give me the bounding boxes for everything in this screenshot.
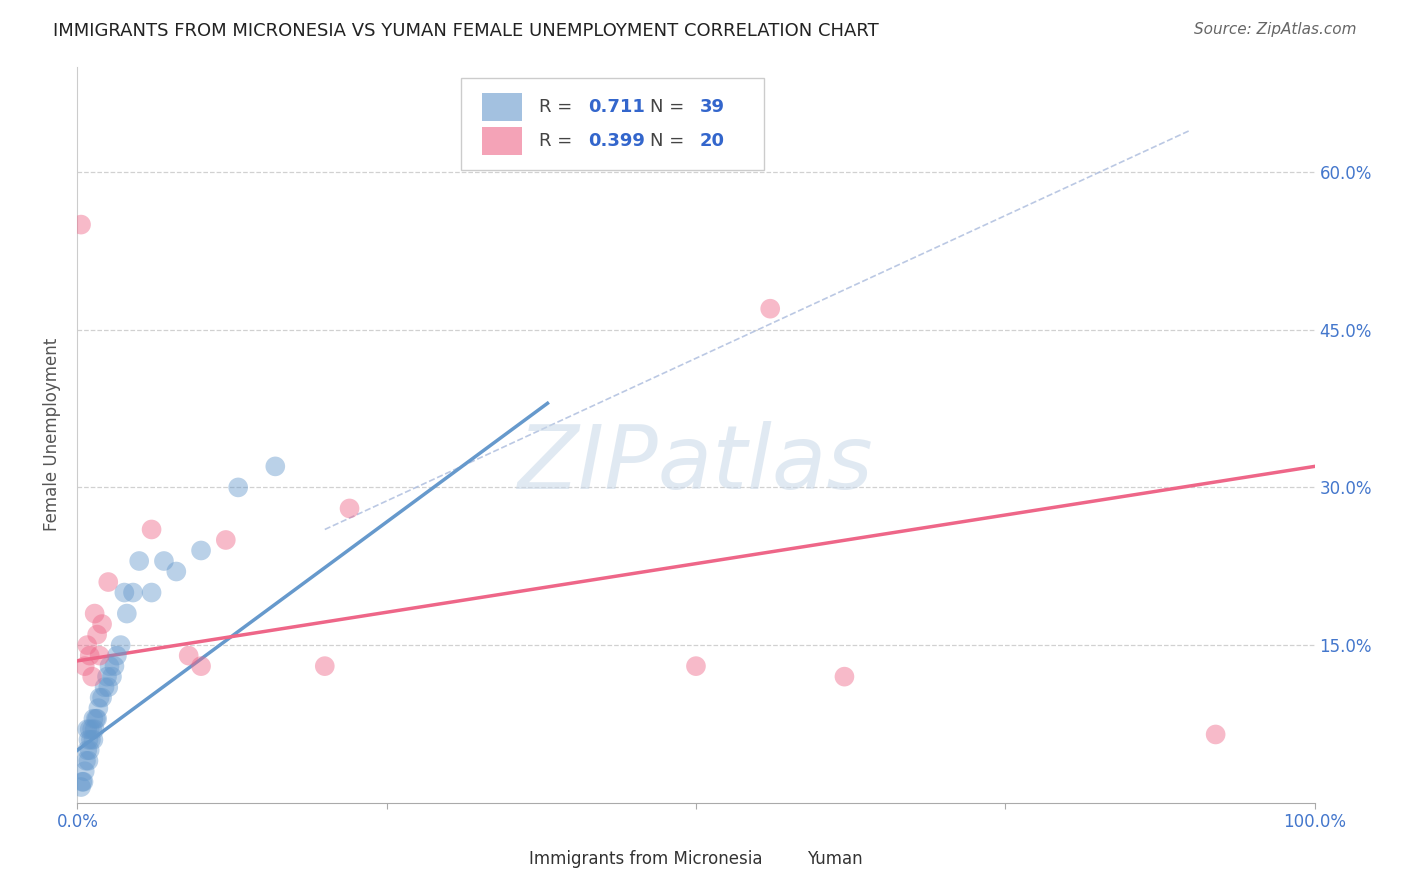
Point (141, 585, 163, 599)
Point (76, 723, 98, 737)
Bar (485, 848, 516, 869)
FancyBboxPatch shape (461, 78, 763, 170)
Point (128, 554, 150, 568)
Point (91, 617, 114, 632)
Point (82, 670, 104, 684)
Point (115, 607, 138, 621)
Point (91, 690, 114, 705)
Point (97, 574, 120, 589)
Point (96, 670, 118, 684)
Point (89, 690, 111, 705)
Point (264, 459, 287, 474)
Point (89, 648, 111, 663)
Point (72, 774, 94, 789)
Text: Immigrants from Micronesia: Immigrants from Micronesia (529, 850, 762, 868)
Point (76, 743, 98, 757)
Point (101, 670, 124, 684)
Point (77, 754, 100, 768)
Point (73, 764, 96, 779)
Point (70, 780, 93, 794)
Point (87, 701, 110, 715)
Point (165, 565, 187, 579)
Text: 0.399: 0.399 (588, 132, 645, 150)
Text: R =: R = (538, 132, 578, 150)
Point (685, 659, 707, 673)
Text: 39: 39 (700, 97, 724, 116)
Point (75, 754, 97, 768)
Point (84, 712, 107, 726)
Point (153, 554, 176, 568)
Point (86, 627, 108, 641)
Point (80, 732, 103, 747)
Point (122, 585, 145, 599)
Point (190, 659, 212, 673)
Text: IMMIGRANTS FROM MICRONESIA VS YUMAN FEMALE UNEMPLOYMENT CORRELATION CHART: IMMIGRANTS FROM MICRONESIA VS YUMAN FEMA… (53, 22, 879, 40)
Text: 20: 20 (700, 132, 724, 150)
Point (98, 659, 121, 673)
Point (73, 659, 96, 673)
Point (82, 723, 104, 737)
Point (226, 480, 249, 494)
Text: Yuman: Yuman (807, 850, 863, 868)
Point (77, 732, 100, 747)
Point (112, 585, 135, 599)
Point (105, 648, 128, 663)
Text: N =: N = (650, 97, 690, 116)
Y-axis label: Female Unemployment: Female Unemployment (44, 338, 62, 532)
Text: 0.711: 0.711 (588, 97, 645, 116)
Point (79, 723, 101, 737)
Text: N =: N = (650, 132, 690, 150)
Point (97, 680, 120, 694)
Point (110, 638, 132, 652)
Point (177, 648, 200, 663)
Point (215, 533, 238, 547)
Point (759, 301, 782, 316)
Point (82, 732, 104, 747)
Bar (763, 848, 794, 869)
Point (141, 523, 163, 537)
Point (834, 670, 856, 684)
Point (103, 659, 125, 673)
Point (314, 659, 336, 673)
Text: Source: ZipAtlas.com: Source: ZipAtlas.com (1194, 22, 1357, 37)
Point (79, 743, 101, 757)
Text: R =: R = (538, 97, 578, 116)
Point (79, 648, 101, 663)
Point (76, 638, 98, 652)
Point (82, 712, 104, 726)
Point (190, 543, 212, 558)
Bar (482, 93, 522, 120)
Point (72, 774, 94, 789)
Point (339, 501, 361, 516)
Point (70, 218, 93, 232)
Bar (482, 128, 522, 155)
Point (93, 680, 115, 694)
Point (83, 607, 105, 621)
Point (1205, 727, 1227, 741)
Point (83, 723, 105, 737)
Text: ZIPatlas: ZIPatlas (519, 421, 873, 508)
Point (86, 712, 108, 726)
